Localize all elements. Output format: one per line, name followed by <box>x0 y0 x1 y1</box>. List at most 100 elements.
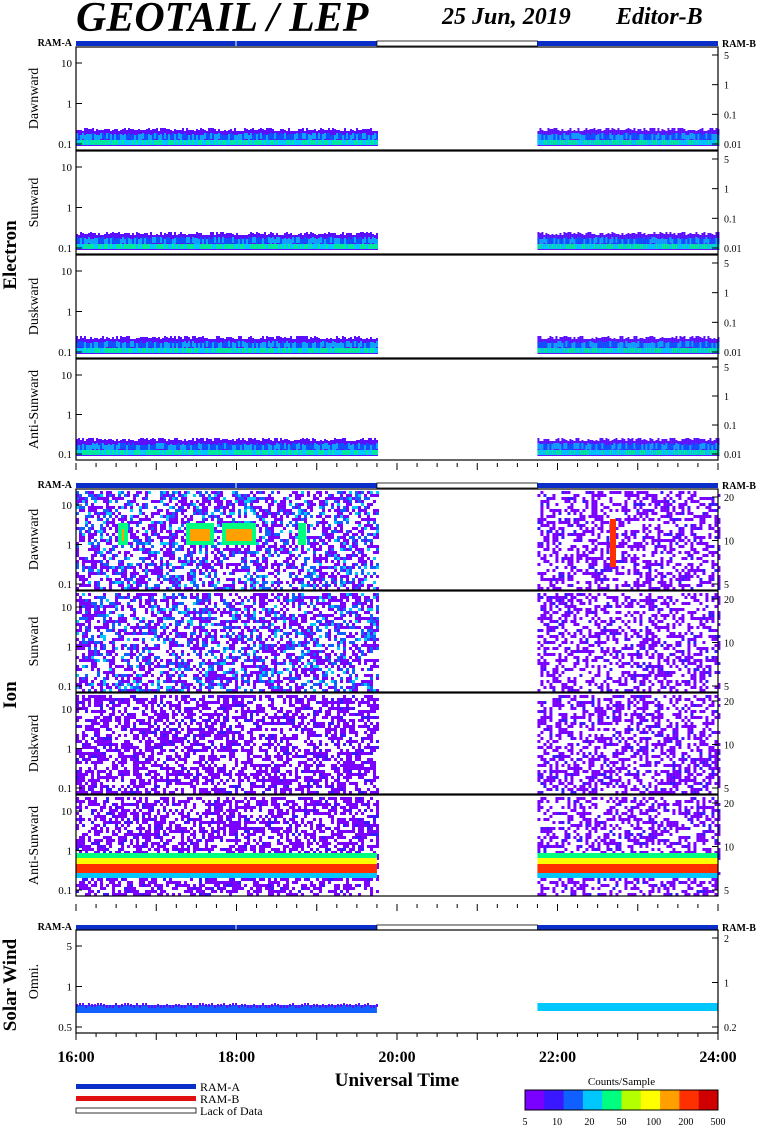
ion-flux <box>166 551 169 554</box>
ion-flux <box>121 587 124 590</box>
electron-flux <box>288 450 290 455</box>
ion-flux <box>193 578 196 581</box>
electron-flux <box>256 238 258 244</box>
electron-flux <box>286 239 288 245</box>
ion-flux <box>337 524 340 527</box>
ion-flux <box>151 545 154 548</box>
electron-flux <box>645 140 648 145</box>
electron-flux <box>627 140 630 145</box>
ion-flux <box>313 581 316 584</box>
ion-flux <box>256 560 259 563</box>
ion-flux <box>100 539 103 542</box>
ion-flux <box>340 548 343 551</box>
ion-flux <box>331 545 334 548</box>
ion-flux <box>235 521 238 524</box>
electron-flux <box>218 133 220 139</box>
ion-flux <box>244 563 247 566</box>
electron-flux <box>210 244 212 249</box>
electron-flux <box>655 348 658 353</box>
electron-flux <box>234 140 236 145</box>
electron-flux <box>639 450 642 455</box>
electron-flux <box>174 134 176 140</box>
ion-flux <box>190 575 193 578</box>
ion-flux <box>307 494 310 497</box>
ion-flux <box>184 587 187 590</box>
ion-flux <box>343 560 346 563</box>
electron-flux <box>617 140 620 145</box>
electron-flux <box>338 238 340 244</box>
ion-flux <box>166 578 169 581</box>
ion-flux <box>175 512 178 515</box>
electron-flux <box>677 450 680 455</box>
ion-flux <box>175 566 178 569</box>
ion-flux <box>103 527 106 530</box>
ion-flux <box>136 545 139 548</box>
ion-flux <box>319 500 322 503</box>
electron-flux <box>76 244 78 249</box>
ion-flux <box>370 491 373 494</box>
electron-flux <box>188 443 190 449</box>
ion-flux <box>262 509 265 512</box>
ion-flux <box>76 545 79 548</box>
ion-flux <box>277 554 280 557</box>
ion-flux <box>543 494 547 497</box>
electron-flux <box>238 444 240 450</box>
ion-flux <box>130 503 133 506</box>
electron-flux <box>270 343 272 349</box>
ion-flux <box>223 587 226 590</box>
ion-flux <box>343 581 346 584</box>
ion-flux <box>259 584 262 587</box>
electron-flux <box>366 450 368 455</box>
electron-flux <box>673 342 676 348</box>
electron-flux <box>362 450 364 455</box>
ion-flux <box>202 560 205 563</box>
ion-flux <box>190 518 193 521</box>
ion-flux <box>558 509 562 512</box>
ion-flux <box>133 500 136 503</box>
electron-flux <box>292 443 294 449</box>
electron-flux <box>92 342 94 348</box>
electron-flux <box>577 348 580 353</box>
ion-flux <box>244 551 247 554</box>
electron-flux <box>300 343 302 349</box>
ion-flux <box>367 587 370 590</box>
ion-flux <box>103 587 106 590</box>
ion-flux <box>79 584 82 587</box>
ion-flux <box>172 545 175 548</box>
electron-flux <box>599 450 602 455</box>
ion-flux <box>313 494 316 497</box>
ion-flux <box>283 497 286 500</box>
ion-flux <box>130 572 133 575</box>
electron-flux <box>154 450 156 455</box>
electron-flux <box>699 450 702 455</box>
electron-flux <box>302 239 304 245</box>
ion-flux <box>319 545 322 548</box>
ion-flux <box>169 533 172 536</box>
electron-flux <box>376 443 378 449</box>
electron-flux <box>186 343 188 349</box>
electron-flux <box>707 140 710 145</box>
ion-flux <box>271 530 274 533</box>
ion-flux <box>187 521 190 524</box>
electron-flux <box>705 140 708 145</box>
ion-flux <box>549 527 553 530</box>
electron-flux <box>116 135 118 141</box>
electron-flux <box>84 244 86 249</box>
electron-flux <box>563 450 566 455</box>
electron-flux <box>617 348 620 353</box>
ion-flux <box>322 503 325 506</box>
ram-a-bar <box>537 41 718 46</box>
electron-flux <box>278 450 280 455</box>
ion-flux <box>322 578 325 581</box>
ion-flux <box>94 509 97 512</box>
electron-flux <box>366 135 368 141</box>
electron-flux <box>689 140 692 145</box>
electron-flux <box>288 244 290 249</box>
electron-flux <box>559 348 562 353</box>
electron-flux <box>274 341 276 347</box>
electron-flux <box>372 237 374 243</box>
ion-flux <box>271 524 274 527</box>
ion-flux <box>358 497 361 500</box>
electron-flux <box>673 244 676 249</box>
electron-flux <box>212 450 214 455</box>
